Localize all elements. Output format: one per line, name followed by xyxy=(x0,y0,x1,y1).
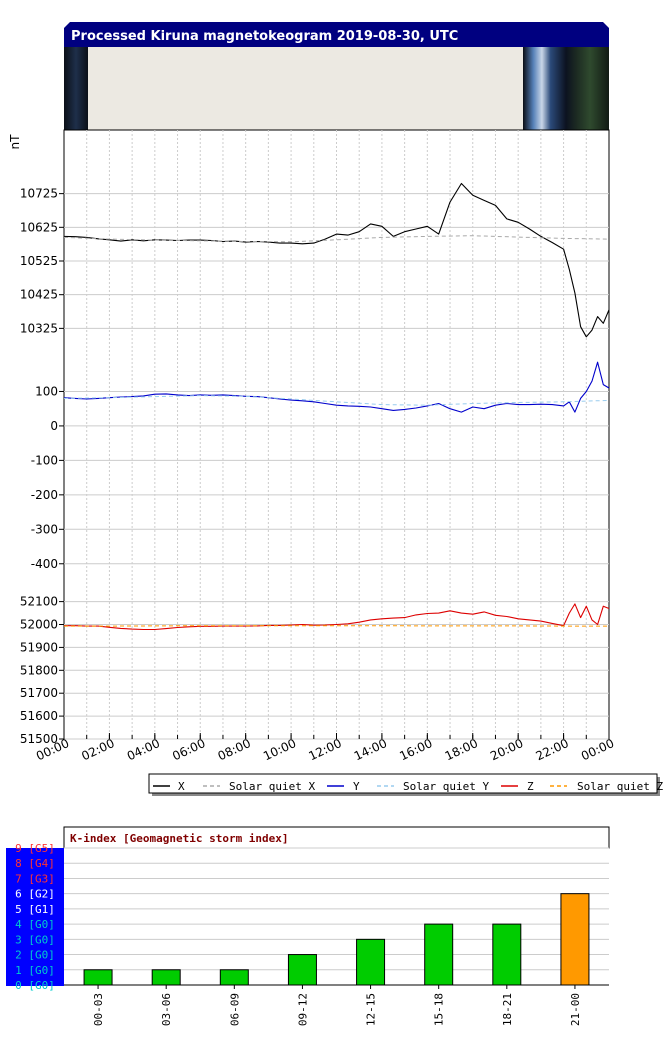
x-tick-label: 06:00 xyxy=(170,736,207,763)
k-x-label: 03-06 xyxy=(160,993,173,1026)
y-tick-label: 10725 xyxy=(20,187,58,201)
y-tick-label: -400 xyxy=(31,557,58,571)
k-x-label: 09-12 xyxy=(296,993,309,1026)
y-tick-label: 10425 xyxy=(20,288,58,302)
x-tick-label: 02:00 xyxy=(79,736,116,763)
keogram-strip xyxy=(64,47,609,130)
series-z xyxy=(64,603,610,631)
y-tick-label: -300 xyxy=(31,522,58,536)
k-x-label: 06-09 xyxy=(228,993,241,1026)
k-bar xyxy=(356,938,386,986)
y-tick-label: 10525 xyxy=(20,254,58,268)
title-bar xyxy=(64,22,609,47)
y-unit-label: nT xyxy=(8,134,22,150)
legend-quiet-x: Solar quiet X xyxy=(229,780,315,793)
x-tick-label: 16:00 xyxy=(397,736,434,763)
k-x-label: 12-15 xyxy=(365,993,378,1026)
k-bar xyxy=(151,969,181,986)
y-tick-label: 51800 xyxy=(20,663,58,677)
y-tick-label: 100 xyxy=(35,384,58,398)
k-scale-label: 8 [G4] xyxy=(15,857,55,870)
k-x-labels: 00-03 03-06 06-09 09-12 12-15 15-18 18-21 21-00 xyxy=(92,985,582,1026)
y-tick-label: 51900 xyxy=(20,640,58,654)
k-bar xyxy=(560,893,590,986)
k-scale-label: 2 [G0] xyxy=(15,949,55,962)
legend-y: Y xyxy=(353,780,360,793)
k-scale-label: 4 [G0] xyxy=(15,918,55,931)
y-tick-label: 51600 xyxy=(20,709,58,723)
k-index-title: K-index [Geomagnetic storm index] xyxy=(70,832,289,845)
y-tick-label: 51700 xyxy=(20,686,58,700)
k-scale-label: 0 [G0] xyxy=(15,979,55,992)
grid-layer xyxy=(64,130,609,740)
series-layer xyxy=(63,182,610,631)
k-scale-label: 1 [G0] xyxy=(15,964,55,977)
x-tick-label: 10:00 xyxy=(261,736,298,763)
k-scale-label: 7 [G3] xyxy=(15,872,55,885)
k-grid xyxy=(64,847,609,971)
k-scale-labels: 0 [G0] 1 [G0] 2 [G0] 3 [G0] 4 [G0] 5 [G1] 6 [G… xyxy=(15,842,55,992)
k-scale-label: 3 [G0] xyxy=(15,933,55,946)
x-tick-label: 08:00 xyxy=(216,736,253,763)
y-tick-label: 10625 xyxy=(20,220,58,234)
y-tick-label: 10325 xyxy=(20,321,58,335)
y-tick-label: 52100 xyxy=(20,595,58,609)
chart-title: Processed Kiruna magnetokeogram 2019-08-… xyxy=(71,29,458,44)
x-tick-label: 14:00 xyxy=(352,736,389,763)
k-bar xyxy=(219,969,249,986)
y-tick-label: 0 xyxy=(50,419,58,433)
legend-x: X xyxy=(178,780,185,793)
legend-quiet-y: Solar quiet Y xyxy=(403,780,489,793)
y-tick-label: 51500 xyxy=(20,732,58,746)
y-tick-label: -100 xyxy=(31,453,58,467)
k-bar xyxy=(287,954,317,986)
legend-z: Z xyxy=(527,780,534,793)
k-scale-label: 6 [G2] xyxy=(15,888,55,901)
k-bar xyxy=(83,969,113,986)
k-index-panel: K-index [Geomagnetic storm index] 0 [G0]… xyxy=(6,826,610,1026)
x-tick-label: 04:00 xyxy=(125,736,162,763)
k-scale-label: 9 [G5] xyxy=(15,842,55,855)
k-x-label: 00-03 xyxy=(92,993,105,1026)
y-tick-label: 52000 xyxy=(20,618,58,632)
x-tick-label: 22:00 xyxy=(534,736,571,763)
k-bar xyxy=(424,923,454,986)
k-x-label: 15-18 xyxy=(433,993,446,1026)
k-scale-bg xyxy=(6,848,64,986)
k-x-label: 21-00 xyxy=(569,993,582,1026)
k-scale-label: 5 [G1] xyxy=(15,903,55,916)
x-tick-label: 18:00 xyxy=(443,736,480,763)
x-tick-label: 20:00 xyxy=(488,736,525,763)
k-bar xyxy=(492,923,522,986)
x-tick-label: 00:00 xyxy=(579,736,616,763)
k-x-label: 18-21 xyxy=(501,993,514,1026)
series-y xyxy=(63,361,610,413)
legend: X Solar quiet X Y Solar quiet Y Z Solar … xyxy=(148,773,663,796)
x-tick-label: 12:00 xyxy=(306,736,343,763)
y-tick-label: -200 xyxy=(31,488,58,502)
legend-quiet-z: Solar quiet Z xyxy=(577,780,663,793)
